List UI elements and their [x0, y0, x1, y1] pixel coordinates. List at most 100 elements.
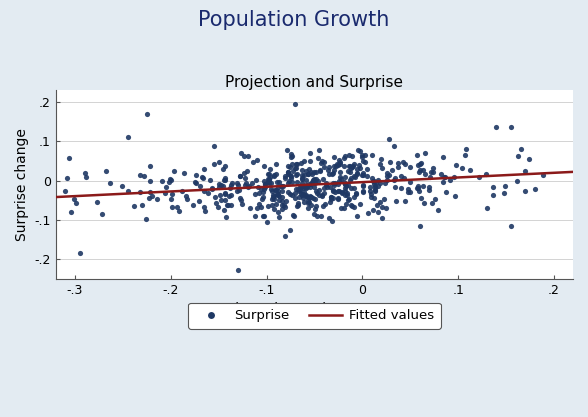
Point [457, 165, 467, 171]
Text: Population Growth: Population Growth [198, 10, 390, 30]
Point [311, 187, 320, 194]
Point [341, 181, 350, 188]
Point [349, 162, 358, 169]
Point [269, 173, 278, 180]
Point [278, 193, 287, 200]
Point [293, 161, 302, 167]
Point [269, 196, 278, 202]
Point [334, 156, 343, 163]
Point [383, 177, 392, 183]
Point [450, 173, 459, 180]
Point [335, 168, 344, 175]
Point [346, 165, 356, 171]
Point [390, 183, 400, 190]
Point [327, 196, 336, 202]
Point [203, 189, 213, 196]
Point [188, 202, 198, 208]
Point [358, 183, 368, 189]
Point [366, 193, 376, 200]
Point [381, 205, 390, 211]
Point [299, 157, 309, 164]
Point [355, 161, 364, 168]
Point [232, 187, 242, 194]
Point [166, 195, 176, 202]
Point [377, 215, 387, 222]
Point [269, 191, 278, 198]
Point [274, 197, 283, 203]
Point [226, 192, 236, 198]
Point [373, 183, 382, 190]
Point [233, 267, 242, 274]
Point [240, 181, 250, 188]
Point [333, 195, 343, 202]
Point [340, 192, 350, 198]
Point [365, 184, 374, 191]
Point [330, 179, 340, 186]
Point [291, 164, 300, 171]
Point [333, 188, 342, 194]
Point [304, 181, 313, 188]
Point [425, 186, 434, 193]
Point [349, 203, 359, 210]
Point [297, 174, 306, 181]
Point [174, 208, 183, 214]
Point [304, 198, 313, 205]
Point [146, 178, 155, 184]
Point [383, 170, 392, 177]
Point [305, 192, 315, 199]
Point [302, 177, 311, 183]
Point [299, 194, 308, 201]
Point [343, 182, 352, 188]
Point [452, 162, 461, 168]
Point [273, 183, 282, 190]
Point [318, 193, 327, 200]
Point [290, 164, 300, 171]
Point [441, 188, 450, 195]
Point [308, 171, 317, 177]
Point [420, 150, 430, 157]
Point [196, 183, 205, 190]
Point [105, 180, 114, 186]
Point [356, 148, 365, 154]
Point [233, 182, 242, 188]
Point [225, 193, 234, 199]
Point [430, 196, 439, 203]
Point [220, 190, 230, 197]
Point [274, 179, 283, 186]
Point [298, 180, 307, 186]
Point [310, 179, 320, 186]
Point [466, 166, 475, 173]
Point [306, 193, 316, 200]
Point [248, 158, 258, 165]
Point [215, 181, 224, 187]
Point [263, 171, 273, 177]
Point [284, 179, 293, 186]
Point [530, 186, 540, 192]
Point [332, 160, 342, 167]
Point [506, 124, 516, 131]
Point [352, 171, 362, 178]
Point [71, 199, 81, 206]
Point [330, 153, 339, 160]
Point [385, 172, 394, 178]
Point [352, 191, 361, 198]
Point [325, 199, 335, 206]
Point [288, 179, 297, 186]
Point [302, 193, 311, 199]
Point [210, 143, 219, 150]
Point [238, 201, 247, 207]
Point [328, 188, 338, 194]
Point [492, 124, 501, 131]
Point [312, 190, 322, 197]
Point [439, 173, 449, 180]
Point [359, 171, 368, 178]
Point [311, 203, 320, 209]
Point [413, 161, 423, 168]
Point [263, 176, 272, 183]
Point [370, 187, 380, 193]
Point [333, 161, 342, 168]
Point [278, 206, 287, 212]
Point [358, 182, 368, 189]
Point [286, 151, 296, 158]
Point [306, 193, 316, 200]
